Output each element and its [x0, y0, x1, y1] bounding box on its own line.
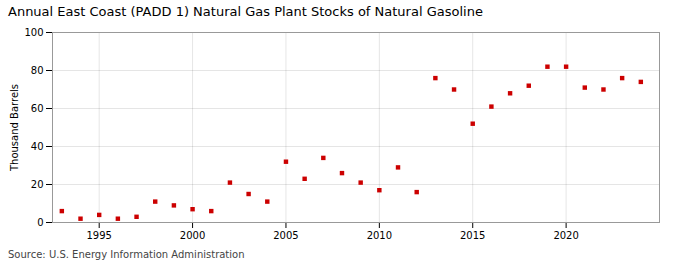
svg-text:2015: 2015 [460, 230, 485, 241]
svg-text:100: 100 [24, 27, 43, 38]
svg-text:0: 0 [37, 217, 43, 228]
svg-text:2020: 2020 [553, 230, 578, 241]
svg-text:80: 80 [31, 65, 44, 76]
svg-text:2000: 2000 [180, 230, 205, 241]
svg-text:2010: 2010 [367, 230, 392, 241]
svg-text:40: 40 [31, 141, 44, 152]
svg-text:2005: 2005 [273, 230, 298, 241]
svg-text:20: 20 [31, 179, 44, 190]
svg-text:1995: 1995 [86, 230, 111, 241]
svg-text:Thousand Barrels: Thousand Barrels [9, 84, 20, 172]
html-text:Source: U.S. Energy Informatio: Source: U.S. Energy Information Administ… [8, 249, 245, 260]
html-text:Annual East Coast (PADD 1) Nat: Annual East Coast (PADD 1) Natural Gas P… [8, 4, 483, 19]
svg-text:60: 60 [31, 103, 44, 114]
